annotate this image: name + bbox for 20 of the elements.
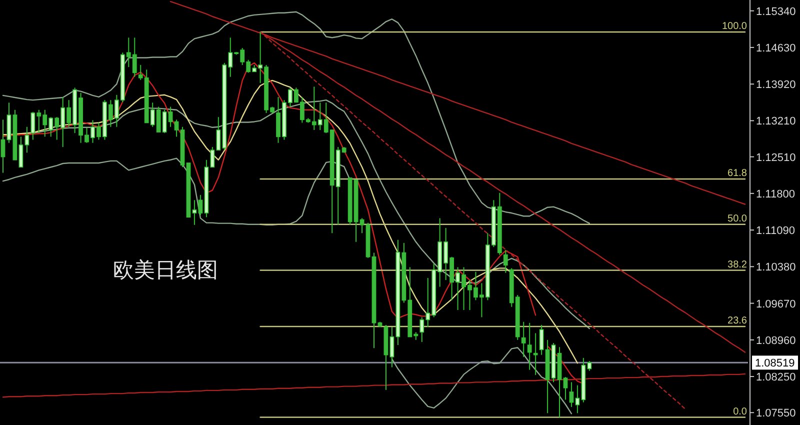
y-tick-label: 1.11090 <box>756 225 795 238</box>
annotation: 23.6 <box>728 315 748 326</box>
annotation: 100.0 <box>722 20 748 32</box>
y-tick-label: 1.08960 <box>756 334 796 347</box>
y-tick-label: 1.14630 <box>756 42 796 54</box>
y-tick-label: 1.13920 <box>756 79 796 92</box>
y-tick-label: 1.09670 <box>756 298 796 310</box>
text: 欧美日线图 <box>113 259 218 282</box>
annotation: 0.0 <box>733 406 748 418</box>
y-tick-label: 1.12510 <box>756 152 796 164</box>
y-tick-label: 1.15340 <box>756 6 796 18</box>
y-tick-label: 1.13210 <box>756 116 796 128</box>
y-tick-label: 1.08250 <box>756 372 796 384</box>
ref-line-label: 1.08519 <box>755 358 795 370</box>
y-tick-label: 1.07550 <box>756 408 796 420</box>
annotation: 38.2 <box>728 259 748 270</box>
y-tick-label: 1.10380 <box>756 262 796 274</box>
y-tick-label: 1.11800 <box>756 188 795 200</box>
annotation: 50.0 <box>728 213 748 224</box>
annotation: 61.8 <box>728 168 748 179</box>
